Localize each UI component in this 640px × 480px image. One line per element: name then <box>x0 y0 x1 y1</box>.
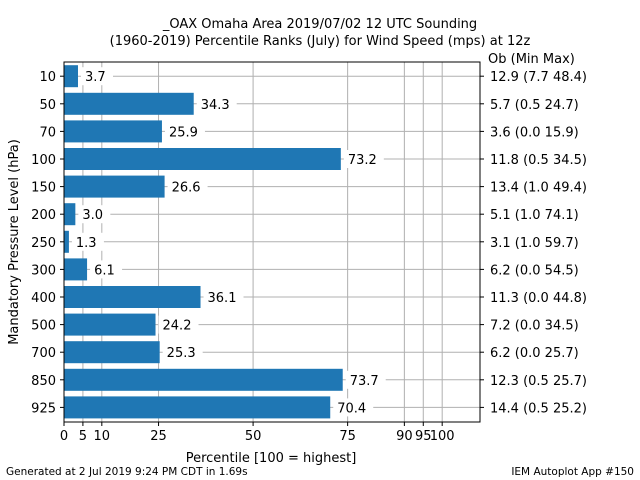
right-label: 6.2 (0.0 54.5) <box>490 263 579 278</box>
x-tick-label: 95 <box>415 429 432 444</box>
y-tick-label: 700 <box>31 346 56 361</box>
right-label: 11.3 (0.0 44.8) <box>490 291 587 306</box>
value-label-background <box>80 67 113 86</box>
y-tick-label: 100 <box>31 153 56 168</box>
right-label: 5.1 (1.0 74.1) <box>490 208 579 223</box>
bar-value-label: 26.6 <box>172 181 201 196</box>
bar <box>64 230 69 253</box>
y-tick-label: 150 <box>31 181 56 196</box>
y-tick-label: 500 <box>31 319 56 334</box>
value-label-background <box>345 370 386 389</box>
value-label-background <box>167 177 208 196</box>
bars-group: 3.7 34.325.9 73.2 26.6 3.0 1.3 6.1 36.1 24.2 25.3… <box>64 65 386 419</box>
bar-value-label: 3.0 <box>82 208 103 223</box>
right-label: 3.6 (0.0 15.9) <box>490 125 579 140</box>
value-label-background <box>203 288 244 306</box>
y-tick-label: 200 <box>31 208 56 223</box>
bar-value-label: 25.9 <box>169 125 198 140</box>
right-label: 13.4 (1.0 49.4) <box>490 181 587 196</box>
value-label-background <box>90 260 123 279</box>
x-tick-label: 0 <box>60 429 68 444</box>
bar-value-label: 73.7 <box>350 374 379 389</box>
bar <box>64 175 165 198</box>
x-tick-label: 90 <box>396 429 413 444</box>
y-tick-label: 50 <box>39 98 56 113</box>
bar <box>64 313 156 336</box>
x-tick-label: 100 <box>430 429 455 444</box>
right-column-header: Ob (Min Max) <box>488 52 575 67</box>
right-label: 12.9 (7.7 48.4) <box>490 70 587 85</box>
right-label: 3.1 (1.0 59.7) <box>490 236 579 251</box>
footer-generated: Generated at 2 Jul 2019 9:24 PM CDT in 1… <box>6 466 248 478</box>
y-tick-label: 300 <box>31 263 56 278</box>
right-labels: 12.9 (7.7 48.4) 5.7 (0.5 24.7) 3.6 (0.0 15… <box>480 70 587 416</box>
bar-value-label: 34.3 <box>201 98 230 113</box>
bar <box>64 203 76 226</box>
right-label: 12.3 (0.5 25.7) <box>490 374 587 389</box>
value-label-background <box>333 398 374 417</box>
bar <box>64 148 341 170</box>
y-tick-label: 70 <box>39 125 56 140</box>
value-label-background <box>78 205 111 224</box>
footer-app-credit: IEM Autoplot App #150 <box>511 466 634 478</box>
right-label: 5.7 (0.5 24.7) <box>490 98 579 113</box>
right-label: 11.8 (0.5 34.5) <box>490 153 587 168</box>
x-tick-label: 75 <box>339 429 356 444</box>
x-tick-label: 50 <box>245 429 262 444</box>
value-label-background <box>343 150 384 168</box>
bar-value-label: 1.3 <box>76 236 97 251</box>
bar <box>64 120 162 143</box>
grid-lines <box>63 62 480 422</box>
bar <box>64 92 194 115</box>
value-label-background <box>162 343 203 362</box>
value-label-background <box>71 232 104 251</box>
bar <box>64 396 331 419</box>
bar <box>64 341 160 364</box>
x-tick-label: 25 <box>150 429 167 444</box>
bar-value-label: 25.3 <box>167 346 196 361</box>
chart-title-line1: _OAX Omaha Area 2019/07/02 12 UTC Soundi… <box>162 17 477 32</box>
value-label-background <box>164 122 205 141</box>
bar <box>64 368 343 391</box>
bar-value-label: 6.1 <box>94 263 115 278</box>
right-label: 14.4 (0.5 25.2) <box>490 401 587 416</box>
value-label-background <box>196 94 237 113</box>
bar-value-label: 24.2 <box>163 319 192 334</box>
y-tick-label: 10 <box>39 70 56 85</box>
x-tick-label: 10 <box>94 429 111 444</box>
bar-value-label: 73.2 <box>348 153 377 168</box>
y-axis-ticks: 10 50 70 100 150 200 250 300 400 500 700 850 925 <box>31 70 64 416</box>
y-tick-label: 850 <box>31 374 56 389</box>
bar-value-label: 36.1 <box>208 291 237 306</box>
x-axis-label: Percentile [100 = highest] <box>186 451 357 466</box>
x-tick-label: 5 <box>79 429 87 444</box>
bar-value-label: 3.7 <box>85 70 106 85</box>
right-label: 6.2 (0.0 25.7) <box>490 346 579 361</box>
value-label-background <box>158 315 199 334</box>
y-tick-label: 400 <box>31 291 56 306</box>
bar-value-label: 70.4 <box>337 401 366 416</box>
right-label: 7.2 (0.0 34.5) <box>490 319 579 334</box>
y-axis-label: Mandatory Pressure Level (hPa) <box>7 139 22 345</box>
bar <box>64 286 201 308</box>
y-tick-label: 250 <box>31 236 56 251</box>
bar <box>64 65 78 88</box>
bar <box>64 258 88 281</box>
chart-title-line2: (1960-2019) Percentile Ranks (July) for … <box>110 34 531 49</box>
y-tick-label: 925 <box>31 401 56 416</box>
